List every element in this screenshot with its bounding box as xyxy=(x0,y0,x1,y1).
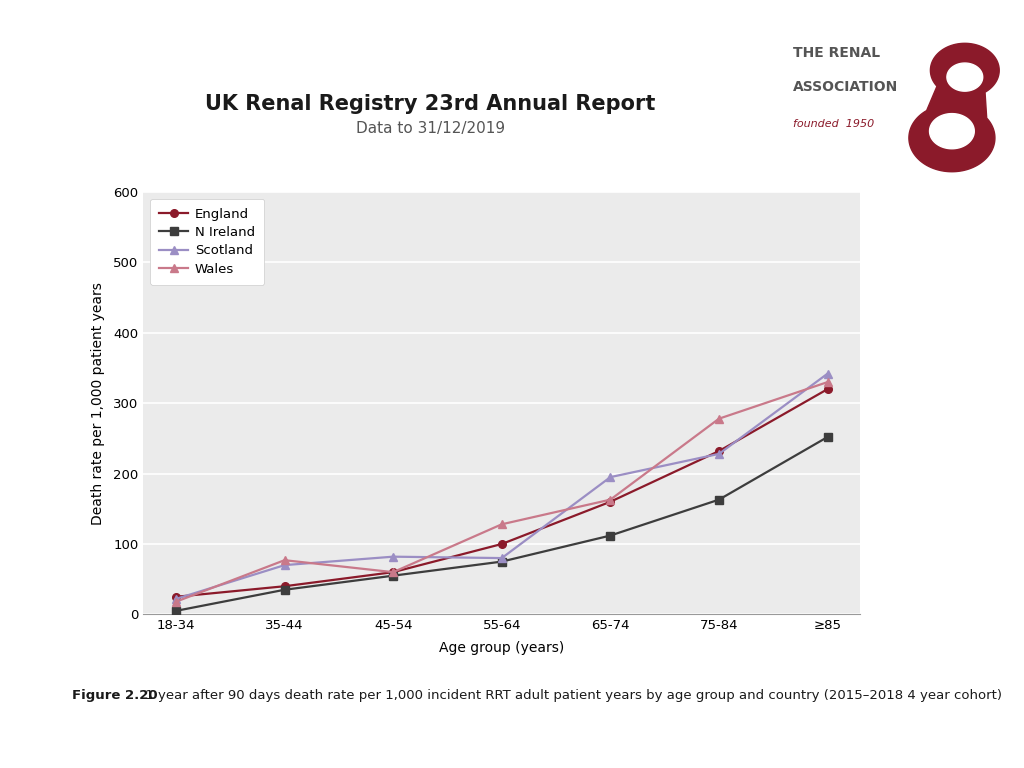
Scotland xyxy=(604,472,616,482)
N Ireland xyxy=(170,606,182,615)
Wales xyxy=(604,495,616,505)
Legend: England, N Ireland, Scotland, Wales: England, N Ireland, Scotland, Wales xyxy=(150,199,264,285)
England xyxy=(170,592,182,601)
Text: ASSOCIATION: ASSOCIATION xyxy=(793,80,898,94)
England xyxy=(604,497,616,506)
Line: N Ireland: N Ireland xyxy=(172,433,831,614)
England xyxy=(713,446,725,455)
Text: Figure 2.20: Figure 2.20 xyxy=(72,689,158,701)
N Ireland xyxy=(387,571,399,581)
N Ireland xyxy=(821,432,834,442)
Line: Wales: Wales xyxy=(172,379,831,605)
England xyxy=(279,581,291,591)
Wales xyxy=(713,414,725,423)
Polygon shape xyxy=(930,114,974,149)
Text: founded  1950: founded 1950 xyxy=(793,119,874,130)
Scotland xyxy=(279,561,291,570)
N Ireland xyxy=(279,585,291,594)
Text: Data to 31/12/2019: Data to 31/12/2019 xyxy=(355,121,505,136)
Scotland xyxy=(496,554,508,563)
Text: THE RENAL: THE RENAL xyxy=(793,46,880,61)
Wales xyxy=(279,555,291,564)
Y-axis label: Death rate per 1,000 patient years: Death rate per 1,000 patient years xyxy=(91,282,104,525)
Text: UK Renal Registry 23rd Annual Report: UK Renal Registry 23rd Annual Report xyxy=(205,94,655,114)
Wales xyxy=(496,520,508,529)
Polygon shape xyxy=(947,63,983,91)
Scotland xyxy=(170,594,182,604)
Scotland xyxy=(821,369,834,379)
Line: England: England xyxy=(172,386,831,601)
England xyxy=(496,539,508,548)
Scotland xyxy=(387,552,399,561)
Line: Scotland: Scotland xyxy=(172,370,831,603)
Text: 1 year after 90 days death rate per 1,000 incident RRT adult patient years by ag: 1 year after 90 days death rate per 1,00… xyxy=(141,689,1002,701)
N Ireland xyxy=(713,495,725,505)
Scotland xyxy=(713,449,725,458)
England xyxy=(387,568,399,577)
Wales xyxy=(170,598,182,607)
Wales xyxy=(387,568,399,577)
N Ireland xyxy=(496,557,508,566)
N Ireland xyxy=(604,531,616,540)
X-axis label: Age group (years): Age group (years) xyxy=(439,641,564,654)
England xyxy=(821,385,834,394)
Polygon shape xyxy=(909,43,999,172)
Wales xyxy=(821,378,834,387)
